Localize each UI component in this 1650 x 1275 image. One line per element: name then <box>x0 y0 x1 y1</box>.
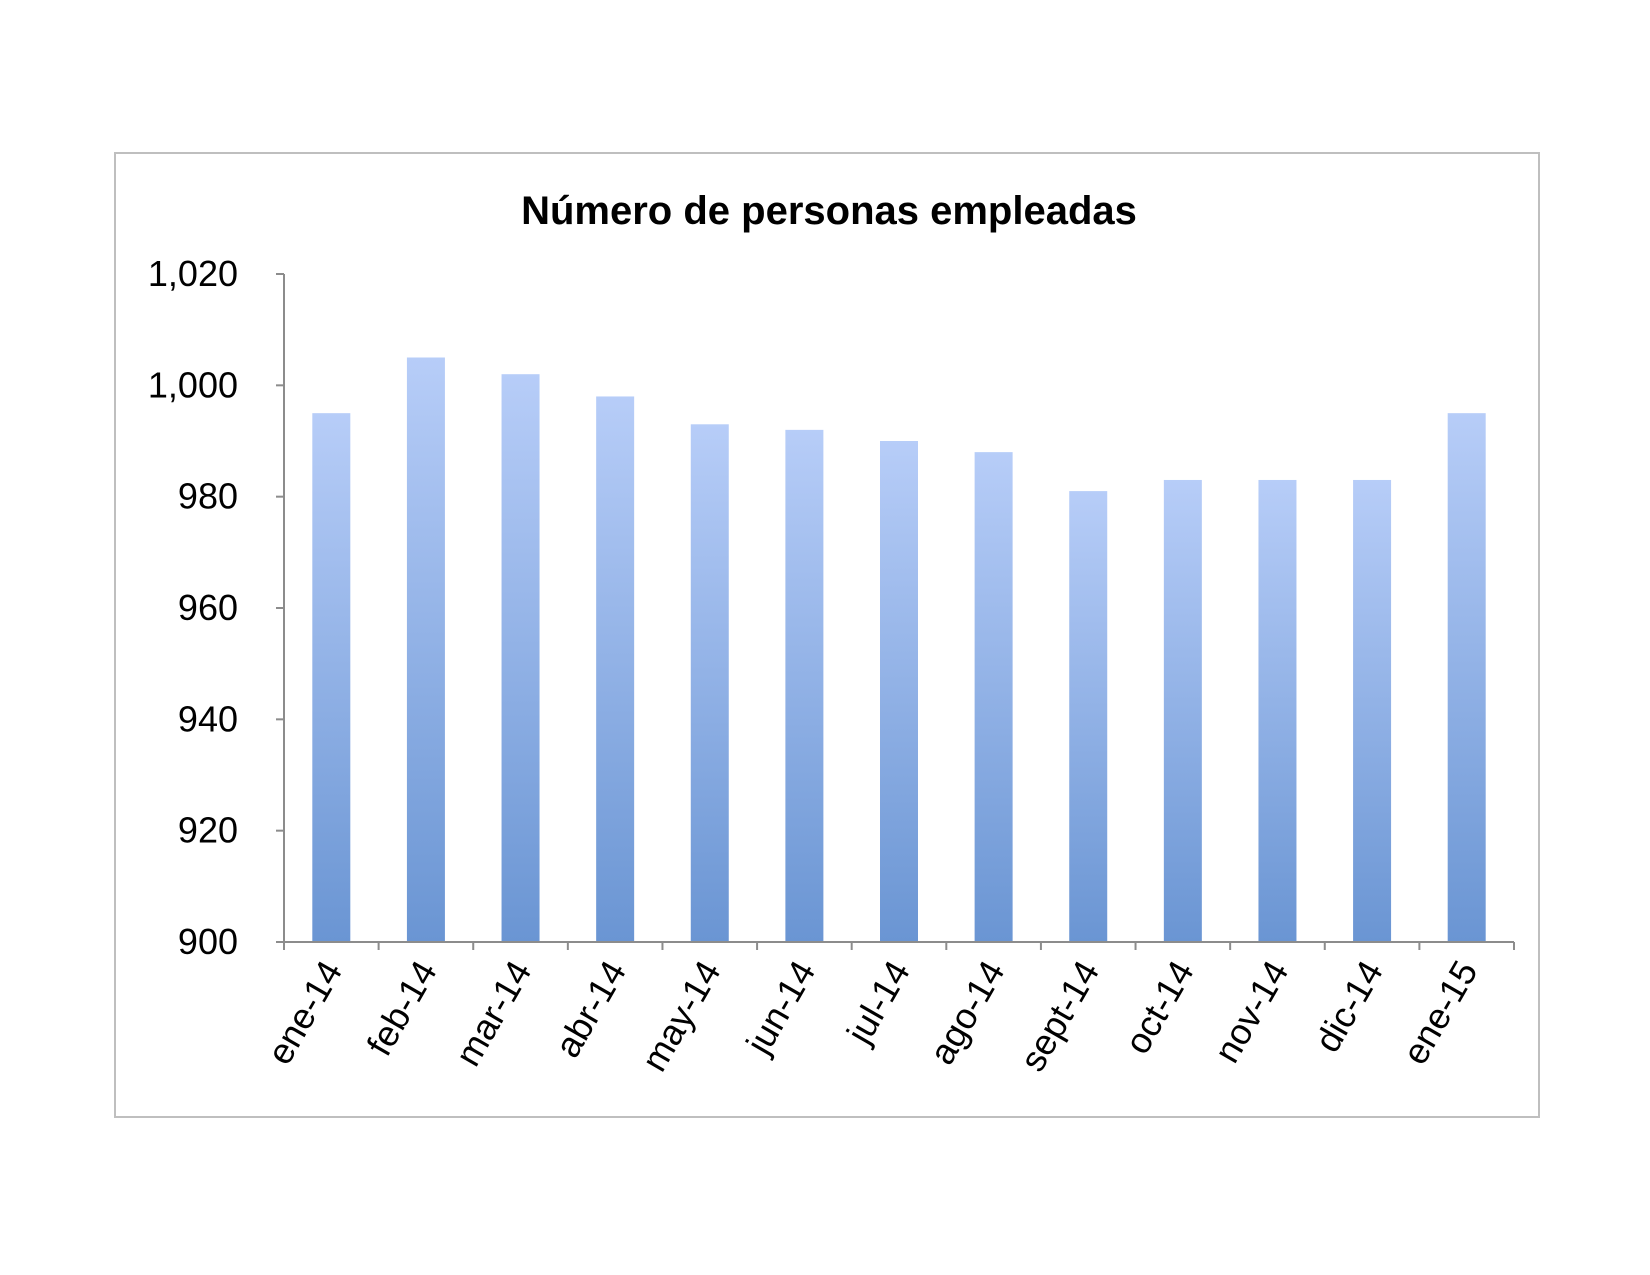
bar <box>596 396 635 942</box>
bar <box>406 357 445 942</box>
bar <box>785 429 824 942</box>
x-tick-label: may-14 <box>633 954 729 1078</box>
x-tick-label: ene-15 <box>1394 954 1486 1072</box>
x-tick-label: nov-14 <box>1206 954 1297 1070</box>
bar <box>690 424 729 942</box>
chart-title: Número de personas empleadas <box>521 189 1137 233</box>
x-tick-label: oct-14 <box>1116 954 1202 1061</box>
x-tick-label: dic-14 <box>1306 954 1391 1059</box>
y-tick-label: 900 <box>178 921 238 962</box>
bar <box>1353 479 1392 942</box>
x-tick-label: ene-14 <box>259 954 351 1072</box>
x-tick-label: jun-14 <box>737 954 823 1062</box>
bar <box>974 452 1013 942</box>
y-tick-label: 1,020 <box>148 253 238 294</box>
bar <box>312 413 351 943</box>
y-tick-label: 980 <box>178 476 238 517</box>
bar <box>1447 413 1486 943</box>
chart-frame: Número de personas empleadas 900 920 940 96… <box>114 152 1540 1118</box>
y-tick-label: 960 <box>178 587 238 628</box>
y-tick-label: 940 <box>178 698 238 739</box>
bar <box>880 441 918 942</box>
x-tick-label: feb-14 <box>358 954 445 1063</box>
y-tick-label: 1,000 <box>148 364 238 405</box>
x-tick-label: jul-14 <box>838 954 918 1052</box>
plot-area: 900 920 940 960 980 1,000 1,020 ene-14 feb-14 mar… <box>148 253 1515 1078</box>
x-tick-label: sept-14 <box>1012 953 1108 1077</box>
bar <box>1258 479 1297 942</box>
bar <box>1163 479 1202 942</box>
bar-chart: Número de personas empleadas 900 920 940 96… <box>148 189 1515 1078</box>
y-tick-label: 920 <box>178 810 238 851</box>
x-tick-label: ago-14 <box>921 954 1013 1072</box>
bar <box>1069 491 1108 942</box>
bar <box>501 374 540 942</box>
x-tick-label: abr-14 <box>547 954 635 1065</box>
x-tick-label: mar-14 <box>447 954 540 1073</box>
